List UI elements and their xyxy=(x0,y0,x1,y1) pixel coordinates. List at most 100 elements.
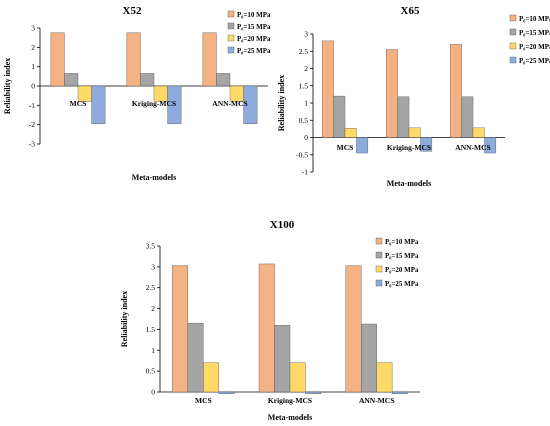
y-tick-label: 1 xyxy=(151,346,155,355)
y-tick-label: 2 xyxy=(151,304,155,313)
x-category-label: Kriging-MCS xyxy=(132,99,176,108)
x-axis-title: Meta-models xyxy=(387,179,431,188)
bar-mcs-series-4 xyxy=(218,391,235,394)
legend-swatch xyxy=(509,56,517,64)
bar-ann-mcs-series-2 xyxy=(461,96,474,138)
bar-kriging-mcs-series-2 xyxy=(397,96,410,138)
y-tick-label: 3 xyxy=(31,24,35,33)
chart-x52: -3 -2 -1 0 1 2 3 MCS Kriging-MCS ANN-MCS X52 Meta-m… xyxy=(3,5,271,182)
y-tick-label: 0.5 xyxy=(299,116,309,125)
legend-label: P₀=25 MPa xyxy=(237,47,271,55)
bar-mcs-series-1 xyxy=(172,265,189,393)
y-tick-label: -1 xyxy=(302,168,308,177)
bar-ann-mcs-series-1 xyxy=(449,44,462,138)
y-tick-label: 1 xyxy=(31,62,35,71)
legend-swatch xyxy=(375,237,383,245)
bar-mcs-series-3 xyxy=(344,127,357,138)
y-tick-label: 0 xyxy=(31,82,35,91)
y-tick-label: 3 xyxy=(304,30,308,39)
y-tick-label: -0.5 xyxy=(296,150,308,159)
bar-ann-mcs-series-4 xyxy=(484,137,497,154)
legend-swatch xyxy=(375,265,383,273)
y-tick-label: 0 xyxy=(151,388,155,397)
legend-label: P₀=15 MPa xyxy=(385,252,419,260)
legend-swatch xyxy=(375,251,383,259)
bar-kriging-mcs-series-2 xyxy=(274,325,291,393)
x-category-label: Kriging-MCS xyxy=(268,396,312,405)
y-tick-label: 0.5 xyxy=(146,367,156,376)
bar-ann-mcs-series-2 xyxy=(360,323,377,393)
legend-label: P₀=15 MPa xyxy=(519,29,550,37)
y-tick-label: 3 xyxy=(151,262,155,271)
chart-title: X52 xyxy=(123,5,142,17)
x-axis-title: Meta-models xyxy=(132,173,176,182)
bar-ann-mcs-series-1 xyxy=(202,32,217,87)
y-tick-label: -1 xyxy=(29,101,35,110)
chart-title: X65 xyxy=(401,5,420,17)
chart-x100: 0 0.5 1 1.5 2 2.5 3 3.5 MCS Kriging-MCS ANN-MCS X10… xyxy=(120,219,420,422)
bar-kriging-mcs-series-4 xyxy=(305,391,322,394)
legend-label: P₀=20 MPa xyxy=(385,266,419,274)
legend-swatch xyxy=(509,14,517,22)
legend-swatch xyxy=(227,22,235,30)
bar-ann-mcs-series-3 xyxy=(376,362,393,393)
y-tick-label: -3 xyxy=(29,140,35,149)
bar-ann-mcs-series-3 xyxy=(472,127,485,138)
bar-mcs-series-1 xyxy=(50,32,65,87)
legend-swatch xyxy=(227,46,235,54)
y-tick-label: 1 xyxy=(304,99,308,108)
y-tick-label: 2.5 xyxy=(299,47,309,56)
x-category-label: MCS xyxy=(70,99,87,108)
y-tick-label: 2 xyxy=(31,43,35,52)
bar-ann-mcs-series-4 xyxy=(243,85,258,124)
legend-label: P₀=10 MPa xyxy=(237,11,271,19)
bar-kriging-mcs-series-2 xyxy=(140,73,155,87)
legend-swatch xyxy=(375,279,383,287)
bar-kriging-mcs-series-3 xyxy=(408,127,421,138)
legend-label: P₀=10 MPa xyxy=(385,238,419,246)
legend-label: P₀=15 MPa xyxy=(237,23,271,31)
y-tick-label: 0 xyxy=(304,133,308,142)
chart-x65: -1 -0.5 0 0.5 1 1.5 2 2.5 3 MCS Kriging-MCS ANN-MCS… xyxy=(277,5,550,188)
bar-ann-mcs-series-1 xyxy=(345,265,362,393)
y-tick-label: 2 xyxy=(304,64,308,73)
x-category-label: ANN-MCS xyxy=(212,99,247,108)
bar-mcs-series-4 xyxy=(91,85,106,124)
bar-kriging-mcs-series-1 xyxy=(126,32,141,87)
bar-mcs-series-2 xyxy=(64,73,79,87)
y-tick-label: 1.5 xyxy=(299,81,309,90)
legend-swatch xyxy=(227,10,235,18)
y-tick-label: -2 xyxy=(29,120,35,129)
x-axis-title: Meta-models xyxy=(268,413,312,422)
y-axis-title: Reliability index xyxy=(120,291,129,347)
x-category-label: Kriging-MCS xyxy=(387,143,431,152)
y-tick-label: 1.5 xyxy=(146,325,156,334)
legend: P₀=10 MPa P₀=15 MPa P₀=20 MPa P₀=25 MPa xyxy=(227,10,271,55)
legend-label: P₀=10 MPa xyxy=(519,15,550,23)
legend-label: P₀=20 MPa xyxy=(519,43,550,51)
legend-swatch xyxy=(509,42,517,50)
bar-mcs-series-3 xyxy=(203,362,220,393)
legend: P₀=10 MPa P₀=15 MPa P₀=20 MPa P₀=25 MPa xyxy=(375,237,419,288)
x-category-label: MCS xyxy=(337,143,354,152)
legend: P₀=10 MPa P₀=15 MPa P₀=20 MPa P₀=25 MPa xyxy=(509,14,550,65)
bar-kriging-mcs-series-3 xyxy=(289,362,306,393)
x-category-label: ANN-MCS xyxy=(359,396,394,405)
chart-title: X100 xyxy=(270,219,295,231)
bar-ann-mcs-series-2 xyxy=(216,73,231,87)
legend-label: P₀=20 MPa xyxy=(237,35,271,43)
bar-kriging-mcs-series-1 xyxy=(258,263,275,393)
bar-ann-mcs-series-4 xyxy=(391,391,408,394)
x-category-label: MCS xyxy=(195,396,212,405)
x-category-label: ANN-MCS xyxy=(455,143,490,152)
bar-kriging-mcs-series-1 xyxy=(385,49,398,138)
bar-mcs-series-2 xyxy=(187,322,204,393)
bar-mcs-series-1 xyxy=(321,40,334,138)
y-tick-label: 2.5 xyxy=(146,283,156,292)
bar-mcs-series-4 xyxy=(356,137,369,154)
y-axis-title: Reliability index xyxy=(3,58,12,114)
legend-swatch xyxy=(509,28,517,36)
legend-label: P₀=25 MPa xyxy=(385,280,419,288)
legend-label: P₀=25 MPa xyxy=(519,57,550,65)
